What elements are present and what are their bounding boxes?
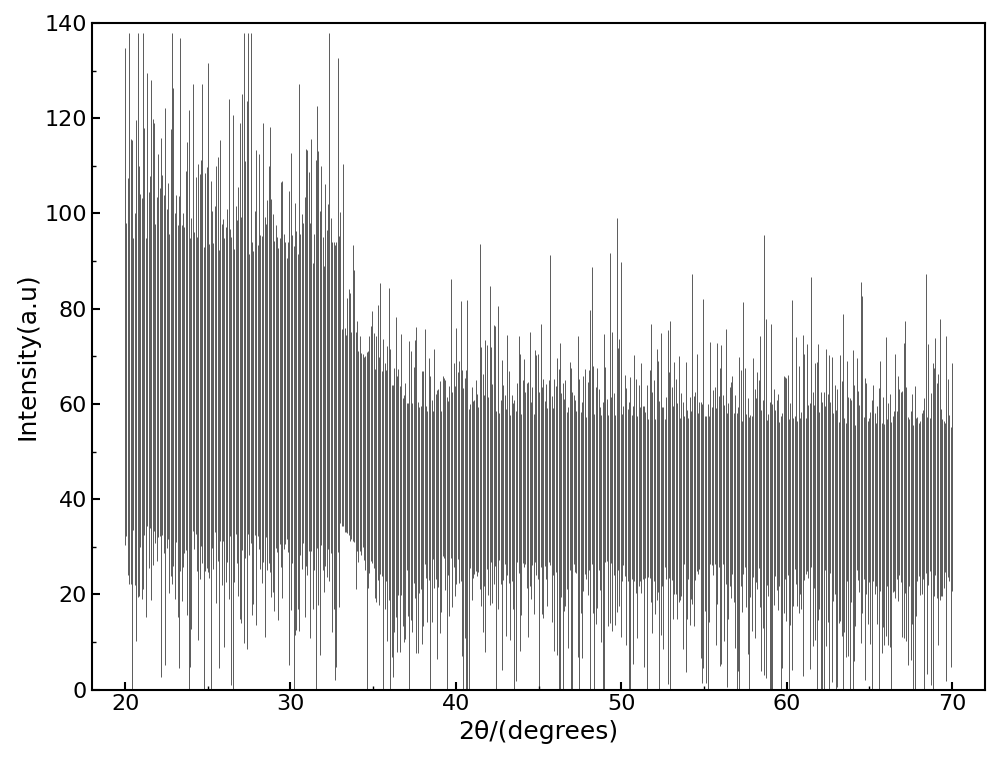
Y-axis label: Intensity(a.u): Intensity(a.u) [15, 272, 39, 440]
X-axis label: 2θ/(degrees): 2θ/(degrees) [458, 720, 619, 744]
